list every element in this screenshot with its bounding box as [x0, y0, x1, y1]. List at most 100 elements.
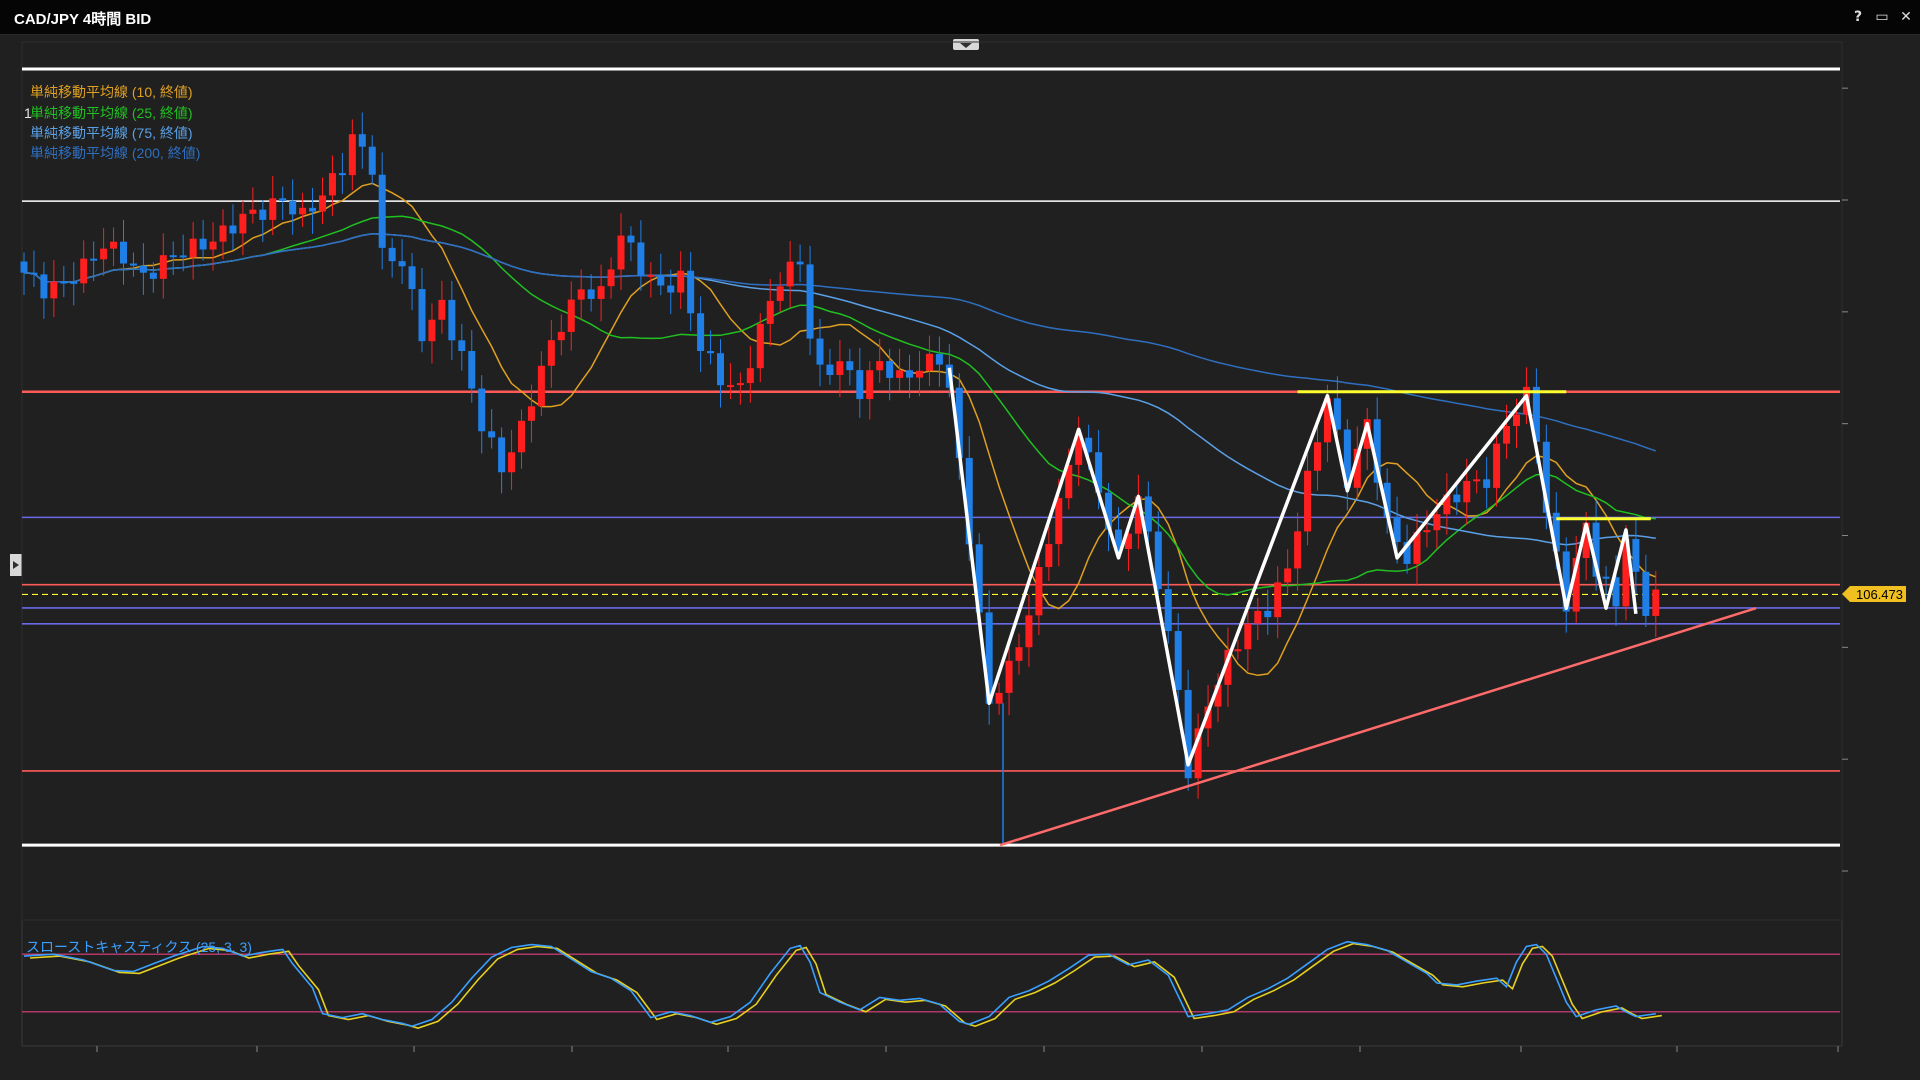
ma10-line [23, 182, 1657, 677]
candle-body [1005, 660, 1013, 693]
candle-body [408, 266, 416, 290]
candle-body [1632, 539, 1640, 572]
candle-body [985, 612, 993, 704]
candle-body [1592, 522, 1600, 577]
candle-body [438, 299, 446, 320]
candle-body [319, 195, 326, 212]
candle-body [637, 242, 645, 276]
candle-body [557, 331, 565, 341]
candle-body [1323, 398, 1331, 443]
help-button[interactable]: ? [1853, 9, 1863, 25]
candle-body [169, 255, 177, 258]
candle-body [756, 323, 764, 369]
candle-body [309, 207, 317, 212]
candle-body [826, 364, 834, 376]
indicator-legend: 1 単純移動平均線 (10, 終値) 単純移動平均線 (25, 終値) 単純移動… [24, 84, 200, 161]
candle-body [239, 213, 247, 234]
candle-body [846, 361, 854, 371]
candle-body [1373, 419, 1381, 483]
chevron-down-icon [960, 43, 972, 48]
candle-body [587, 289, 595, 299]
candle-body [1164, 589, 1172, 632]
legend-ma200: 単純移動平均線 (200, 終値) [30, 145, 200, 161]
candle-body [1284, 568, 1292, 583]
candle-body [368, 146, 376, 175]
candle-body [726, 385, 734, 388]
candle-body [736, 383, 744, 386]
candle-body [518, 420, 525, 453]
candle-body [896, 370, 904, 378]
candle-body [1562, 551, 1570, 612]
candle-body [597, 286, 605, 299]
candle-body [1602, 576, 1610, 579]
candle-body [547, 340, 555, 366]
candle-body [1503, 426, 1511, 444]
candle-body [348, 134, 356, 176]
legend-ma10: 単純移動平均線 (10, 終値) [30, 84, 193, 100]
candle-body [856, 370, 864, 400]
candle-body [707, 351, 715, 354]
candle-body [717, 353, 724, 386]
candle-body [1045, 544, 1053, 568]
maximize-button[interactable]: ▭ [1875, 9, 1889, 25]
candle-body [40, 274, 48, 299]
candle-body [697, 313, 705, 352]
candle-body [1065, 464, 1073, 499]
candle-body [1254, 610, 1262, 624]
zigzag-drawing [947, 367, 1638, 767]
candle-body [1612, 577, 1620, 607]
candle-body [627, 235, 635, 243]
candle-body [478, 388, 486, 432]
candle-body [249, 209, 257, 214]
ma200-line [23, 232, 1657, 452]
window-title: CAD/JPY 4時間 BID [14, 11, 152, 28]
candle-body [1443, 494, 1451, 515]
candle-body [776, 286, 784, 301]
candle-body [617, 235, 625, 270]
candle-body [766, 300, 774, 324]
chart-canvas[interactable]: 106.473 1 単純移動平均線 (10, 終値) 単純移動平均線 (25, … [0, 34, 1920, 1080]
candle-body [1622, 539, 1630, 607]
candle-body [229, 225, 237, 234]
candle-body [786, 261, 794, 287]
candle-body [139, 265, 147, 273]
close-button[interactable]: ✕ [1900, 9, 1912, 25]
candle-body [30, 272, 38, 275]
candle-body [667, 285, 675, 293]
candle-body [1343, 429, 1351, 488]
candle-body [1473, 479, 1481, 482]
candle-body [677, 270, 685, 293]
candle-body [358, 134, 366, 147]
candle-body [1154, 531, 1162, 590]
trendline [999, 606, 1757, 847]
candle-body [1134, 496, 1142, 534]
candle-body [60, 281, 68, 284]
candle-body [836, 361, 844, 376]
side-panel-toggle[interactable] [10, 554, 22, 576]
stoch-k-line [23, 940, 1656, 1028]
candle-body [448, 299, 456, 341]
candle-body [1085, 437, 1093, 453]
candle-body [1383, 482, 1391, 518]
candle-body [1184, 689, 1192, 779]
candle-body [1433, 514, 1441, 531]
title-bar[interactable]: CAD/JPY 4時間 BID ? ▭ ✕ [0, 0, 1920, 35]
candle-body [577, 289, 585, 300]
candle-body [289, 200, 297, 215]
candle-body [1174, 631, 1182, 690]
candle-body [110, 241, 118, 249]
candle-body [1214, 684, 1222, 707]
candle-body [159, 255, 167, 279]
collapse-tab[interactable] [953, 39, 979, 50]
candle-body [120, 241, 127, 264]
candle-body [1483, 479, 1491, 488]
candle-body [1333, 398, 1341, 430]
candle-body [269, 198, 277, 220]
candle-body [1294, 531, 1302, 569]
candle-body [1115, 529, 1122, 549]
candle-body [189, 238, 197, 258]
candle-body [219, 225, 227, 242]
candle-body [428, 319, 436, 342]
candle-body [70, 281, 78, 284]
candle-body [995, 692, 1003, 704]
